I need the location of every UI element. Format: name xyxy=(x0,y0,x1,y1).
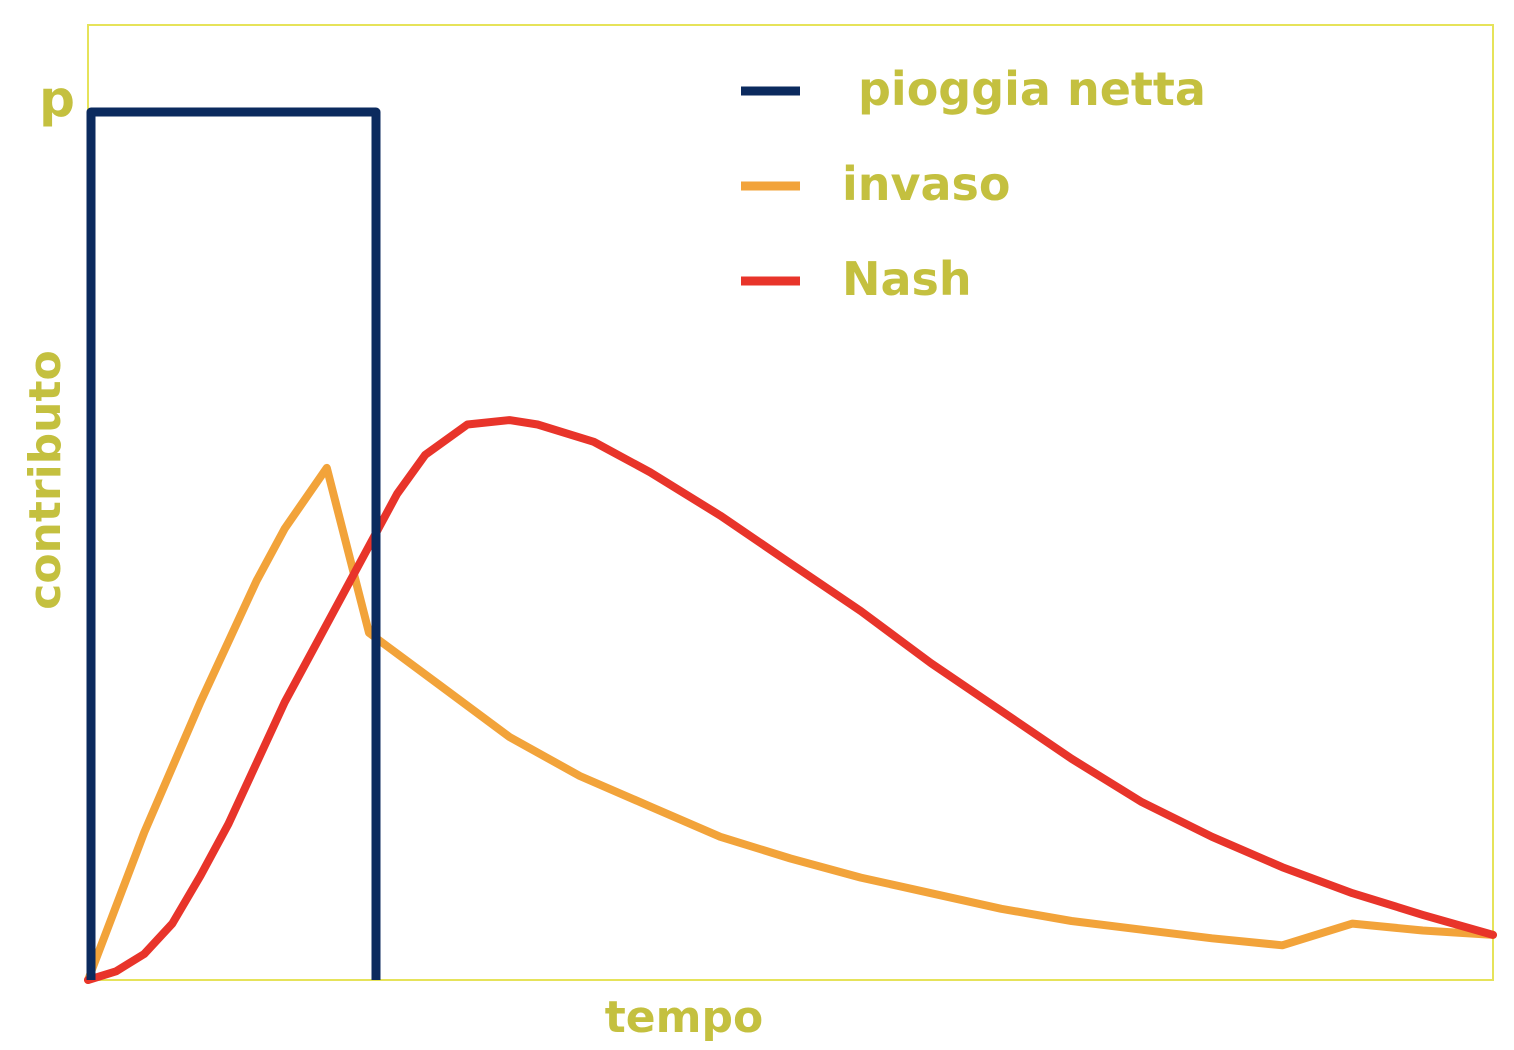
legend-label-nash: Nash xyxy=(842,252,972,306)
series-line-nash xyxy=(84,416,1497,984)
series-layer xyxy=(84,107,1497,984)
x-axis-title: tempo xyxy=(605,992,763,1043)
legend-label-pioggia-netta: pioggia netta xyxy=(858,62,1206,116)
y-axis-title: contributo xyxy=(20,350,71,610)
series-line-pioggia-netta xyxy=(86,107,381,980)
y-tick-label-p: p xyxy=(39,70,75,128)
legend: pioggia netta invaso Nash xyxy=(741,62,1206,306)
legend-label-invaso: invaso xyxy=(842,157,1011,211)
series-line-invaso xyxy=(84,463,1497,984)
